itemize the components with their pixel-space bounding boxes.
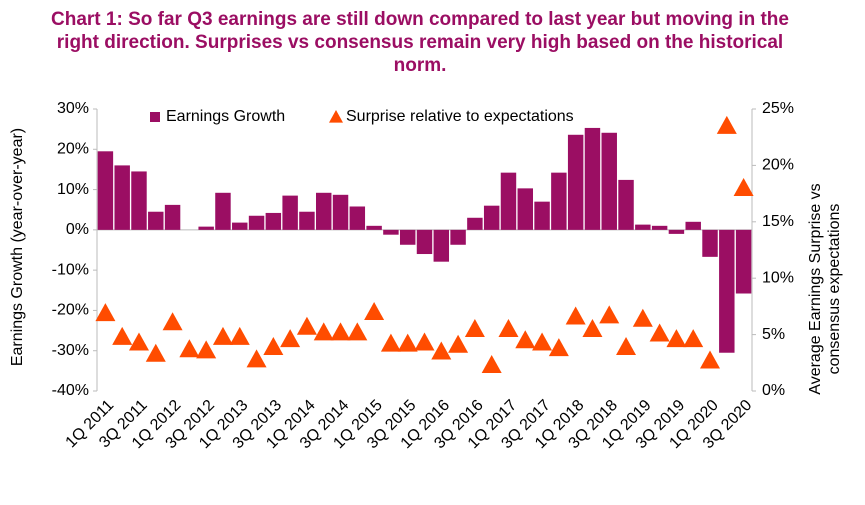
triangle-marker [532,332,553,351]
triangle-marker [229,326,250,345]
y2-tick-label: 25% [762,100,794,117]
y-tick-label: -30% [52,342,89,359]
y-tick-label: 0% [66,221,89,238]
triangle-marker [700,350,721,369]
triangle-marker [196,340,217,359]
bar [618,179,634,230]
triangle-marker [666,329,687,348]
bar [282,195,298,230]
y-tick-label: -20% [52,302,89,319]
bar [702,229,718,257]
triangle-marker [162,312,183,331]
triangle-marker [649,323,670,342]
triangle-marker [548,338,569,357]
y2-tick-label: 10% [762,269,794,286]
y2-tick-label: 15% [762,213,794,230]
y2-tick-label: 20% [762,157,794,174]
bar [332,194,349,230]
bar [584,127,601,230]
bar [567,134,584,230]
bar [500,172,517,230]
bar [198,226,214,230]
bar [601,132,617,230]
bar [316,192,332,230]
bar [232,222,248,230]
triangle-marker [733,177,754,196]
triangle-marker [582,318,603,337]
bar [131,171,147,230]
y-tick-label: 20% [57,141,89,158]
triangle-marker [565,306,586,325]
triangle-marker [632,308,653,327]
triangle-marker [515,330,536,349]
triangle-marker [414,332,435,351]
bar [534,201,550,230]
triangle-marker [364,302,385,321]
triangle-marker [263,337,284,356]
triangle-marker [481,355,502,374]
triangle-marker [683,329,704,348]
y-tick-label: -10% [52,261,89,278]
legend-label: Earnings Growth [166,108,285,125]
triangle-marker [380,333,401,352]
bar [383,229,399,235]
bar [148,211,164,230]
bar [299,211,315,230]
triangle-marker [212,326,233,345]
bar [265,212,282,230]
bar [399,229,416,245]
bar [248,215,265,230]
bar [114,165,130,230]
bar [685,221,701,230]
bar [164,204,181,230]
triangle-marker [599,305,620,324]
triangle-marker [498,318,519,337]
triangle-marker [431,341,452,360]
triangle-marker [179,339,200,358]
triangle-marker [280,329,301,348]
bar [668,229,685,234]
y-tick-label: -40% [52,382,89,399]
legend-swatch [150,112,160,122]
triangle-marker [347,322,368,341]
triangle-marker [246,349,267,368]
bar [735,229,752,294]
bar [349,206,366,230]
bar [719,229,735,353]
triangle-marker [112,326,133,345]
triangle-marker [313,322,334,341]
bar [635,224,651,230]
legend-label: Surprise relative to expectations [346,108,574,125]
bar [416,229,433,255]
bar [517,188,533,230]
bar [366,225,382,230]
bar [433,229,450,262]
triangle-marker [95,303,116,322]
y-tick-label: 10% [57,181,89,198]
y2-tick-label: 5% [762,326,785,343]
bar [483,205,500,230]
triangle-marker [464,318,485,337]
triangle-marker [616,337,637,356]
bar [651,225,668,230]
triangle-marker [448,334,469,353]
y-tick-label: 30% [57,100,89,117]
bar [467,217,483,230]
legend-swatch [329,110,343,123]
triangle-marker [330,322,351,341]
bar [215,192,231,230]
triangle-marker [397,333,418,352]
y2-tick-label: 0% [762,382,785,399]
bar [551,172,567,230]
triangle-marker [145,343,166,362]
chart-title: Chart 1: So far Q3 earnings are still do… [51,9,789,76]
triangle-marker [128,332,149,351]
triangle-marker [296,316,317,335]
bar [97,151,114,230]
triangle-marker [716,115,737,134]
bar [450,229,466,245]
